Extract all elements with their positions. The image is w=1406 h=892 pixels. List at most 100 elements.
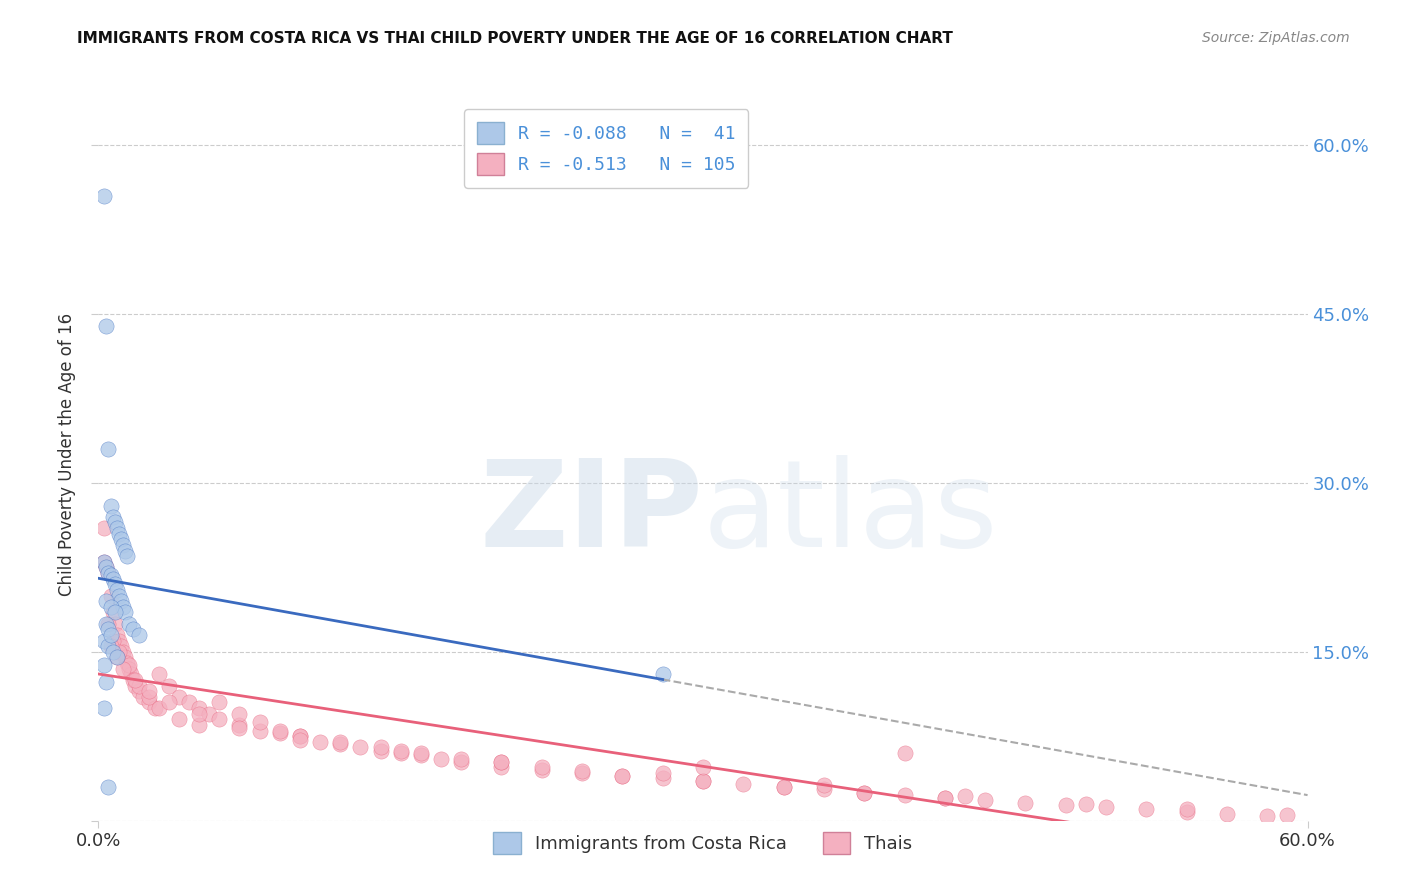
- Point: [97, 566, 120, 580]
- Point: [329, 737, 352, 751]
- Point: [571, 764, 593, 778]
- Point: [100, 599, 122, 614]
- Point: [269, 723, 291, 738]
- Point: [1014, 796, 1036, 810]
- Text: IMMIGRANTS FROM COSTA RICA VS THAI CHILD POVERTY UNDER THE AGE OF 16 CORRELATION: IMMIGRANTS FROM COSTA RICA VS THAI CHILD…: [77, 31, 953, 46]
- Point: [107, 589, 129, 603]
- Point: [105, 650, 128, 665]
- Point: [269, 726, 291, 740]
- Point: [96, 594, 118, 608]
- Point: [138, 690, 160, 704]
- Point: [93, 521, 115, 535]
- Point: [530, 759, 553, 773]
- Point: [97, 566, 120, 580]
- Point: [100, 589, 122, 603]
- Point: [118, 662, 141, 676]
- Legend: Immigrants from Costa Rica, Thais: Immigrants from Costa Rica, Thais: [485, 822, 921, 863]
- Point: [143, 701, 166, 715]
- Point: [612, 769, 634, 783]
- Point: [97, 442, 120, 457]
- Point: [121, 623, 143, 637]
- Point: [103, 516, 125, 530]
- Point: [96, 616, 118, 631]
- Point: [692, 759, 714, 773]
- Point: [115, 549, 138, 564]
- Point: [111, 645, 134, 659]
- Point: [97, 639, 120, 653]
- Point: [813, 782, 835, 797]
- Point: [651, 766, 673, 780]
- Point: [813, 778, 835, 792]
- Point: [651, 771, 673, 785]
- Point: [853, 785, 876, 799]
- Point: [430, 752, 453, 766]
- Point: [103, 616, 125, 631]
- Point: [612, 769, 634, 783]
- Point: [651, 667, 673, 681]
- Point: [110, 594, 132, 608]
- Point: [128, 679, 150, 693]
- Point: [96, 560, 118, 574]
- Point: [208, 696, 231, 710]
- Point: [491, 755, 513, 769]
- Point: [249, 714, 271, 729]
- Point: [450, 752, 472, 766]
- Point: [450, 755, 472, 769]
- Point: [118, 616, 141, 631]
- Point: [733, 776, 755, 790]
- Point: [1216, 806, 1239, 821]
- Text: atlas: atlas: [703, 455, 998, 572]
- Point: [409, 748, 432, 763]
- Point: [1054, 797, 1077, 812]
- Point: [107, 526, 129, 541]
- Point: [96, 560, 118, 574]
- Point: [370, 744, 392, 758]
- Point: [124, 673, 146, 687]
- Point: [953, 789, 976, 803]
- Point: [148, 701, 170, 715]
- Point: [1135, 802, 1157, 816]
- Point: [100, 639, 122, 653]
- Point: [893, 788, 915, 802]
- Point: [198, 706, 221, 721]
- Point: [491, 759, 513, 773]
- Point: [105, 582, 128, 597]
- Point: [97, 616, 120, 631]
- Point: [110, 533, 132, 547]
- Point: [893, 746, 915, 760]
- Point: [188, 706, 211, 721]
- Point: [101, 606, 124, 620]
- Point: [107, 633, 129, 648]
- Point: [309, 735, 332, 749]
- Point: [157, 679, 180, 693]
- Point: [934, 791, 956, 805]
- Point: [115, 656, 138, 670]
- Point: [1256, 809, 1278, 823]
- Point: [93, 658, 115, 673]
- Y-axis label: Child Poverty Under the Age of 16: Child Poverty Under the Age of 16: [58, 313, 76, 597]
- Point: [974, 793, 997, 807]
- Text: Source: ZipAtlas.com: Source: ZipAtlas.com: [1202, 31, 1350, 45]
- Point: [370, 740, 392, 755]
- Point: [93, 189, 115, 203]
- Point: [228, 706, 250, 721]
- Point: [491, 755, 513, 769]
- Point: [138, 684, 160, 698]
- Point: [114, 650, 136, 665]
- Point: [349, 740, 371, 755]
- Point: [1095, 800, 1118, 814]
- Point: [249, 723, 271, 738]
- Point: [128, 684, 150, 698]
- Point: [179, 696, 201, 710]
- Point: [111, 599, 134, 614]
- Point: [772, 780, 794, 794]
- Point: [121, 673, 143, 687]
- Point: [103, 577, 125, 591]
- Point: [114, 606, 136, 620]
- Point: [138, 696, 160, 710]
- Point: [288, 732, 311, 747]
- Point: [107, 645, 129, 659]
- Point: [1277, 808, 1299, 822]
- Point: [105, 650, 128, 665]
- Point: [101, 633, 124, 648]
